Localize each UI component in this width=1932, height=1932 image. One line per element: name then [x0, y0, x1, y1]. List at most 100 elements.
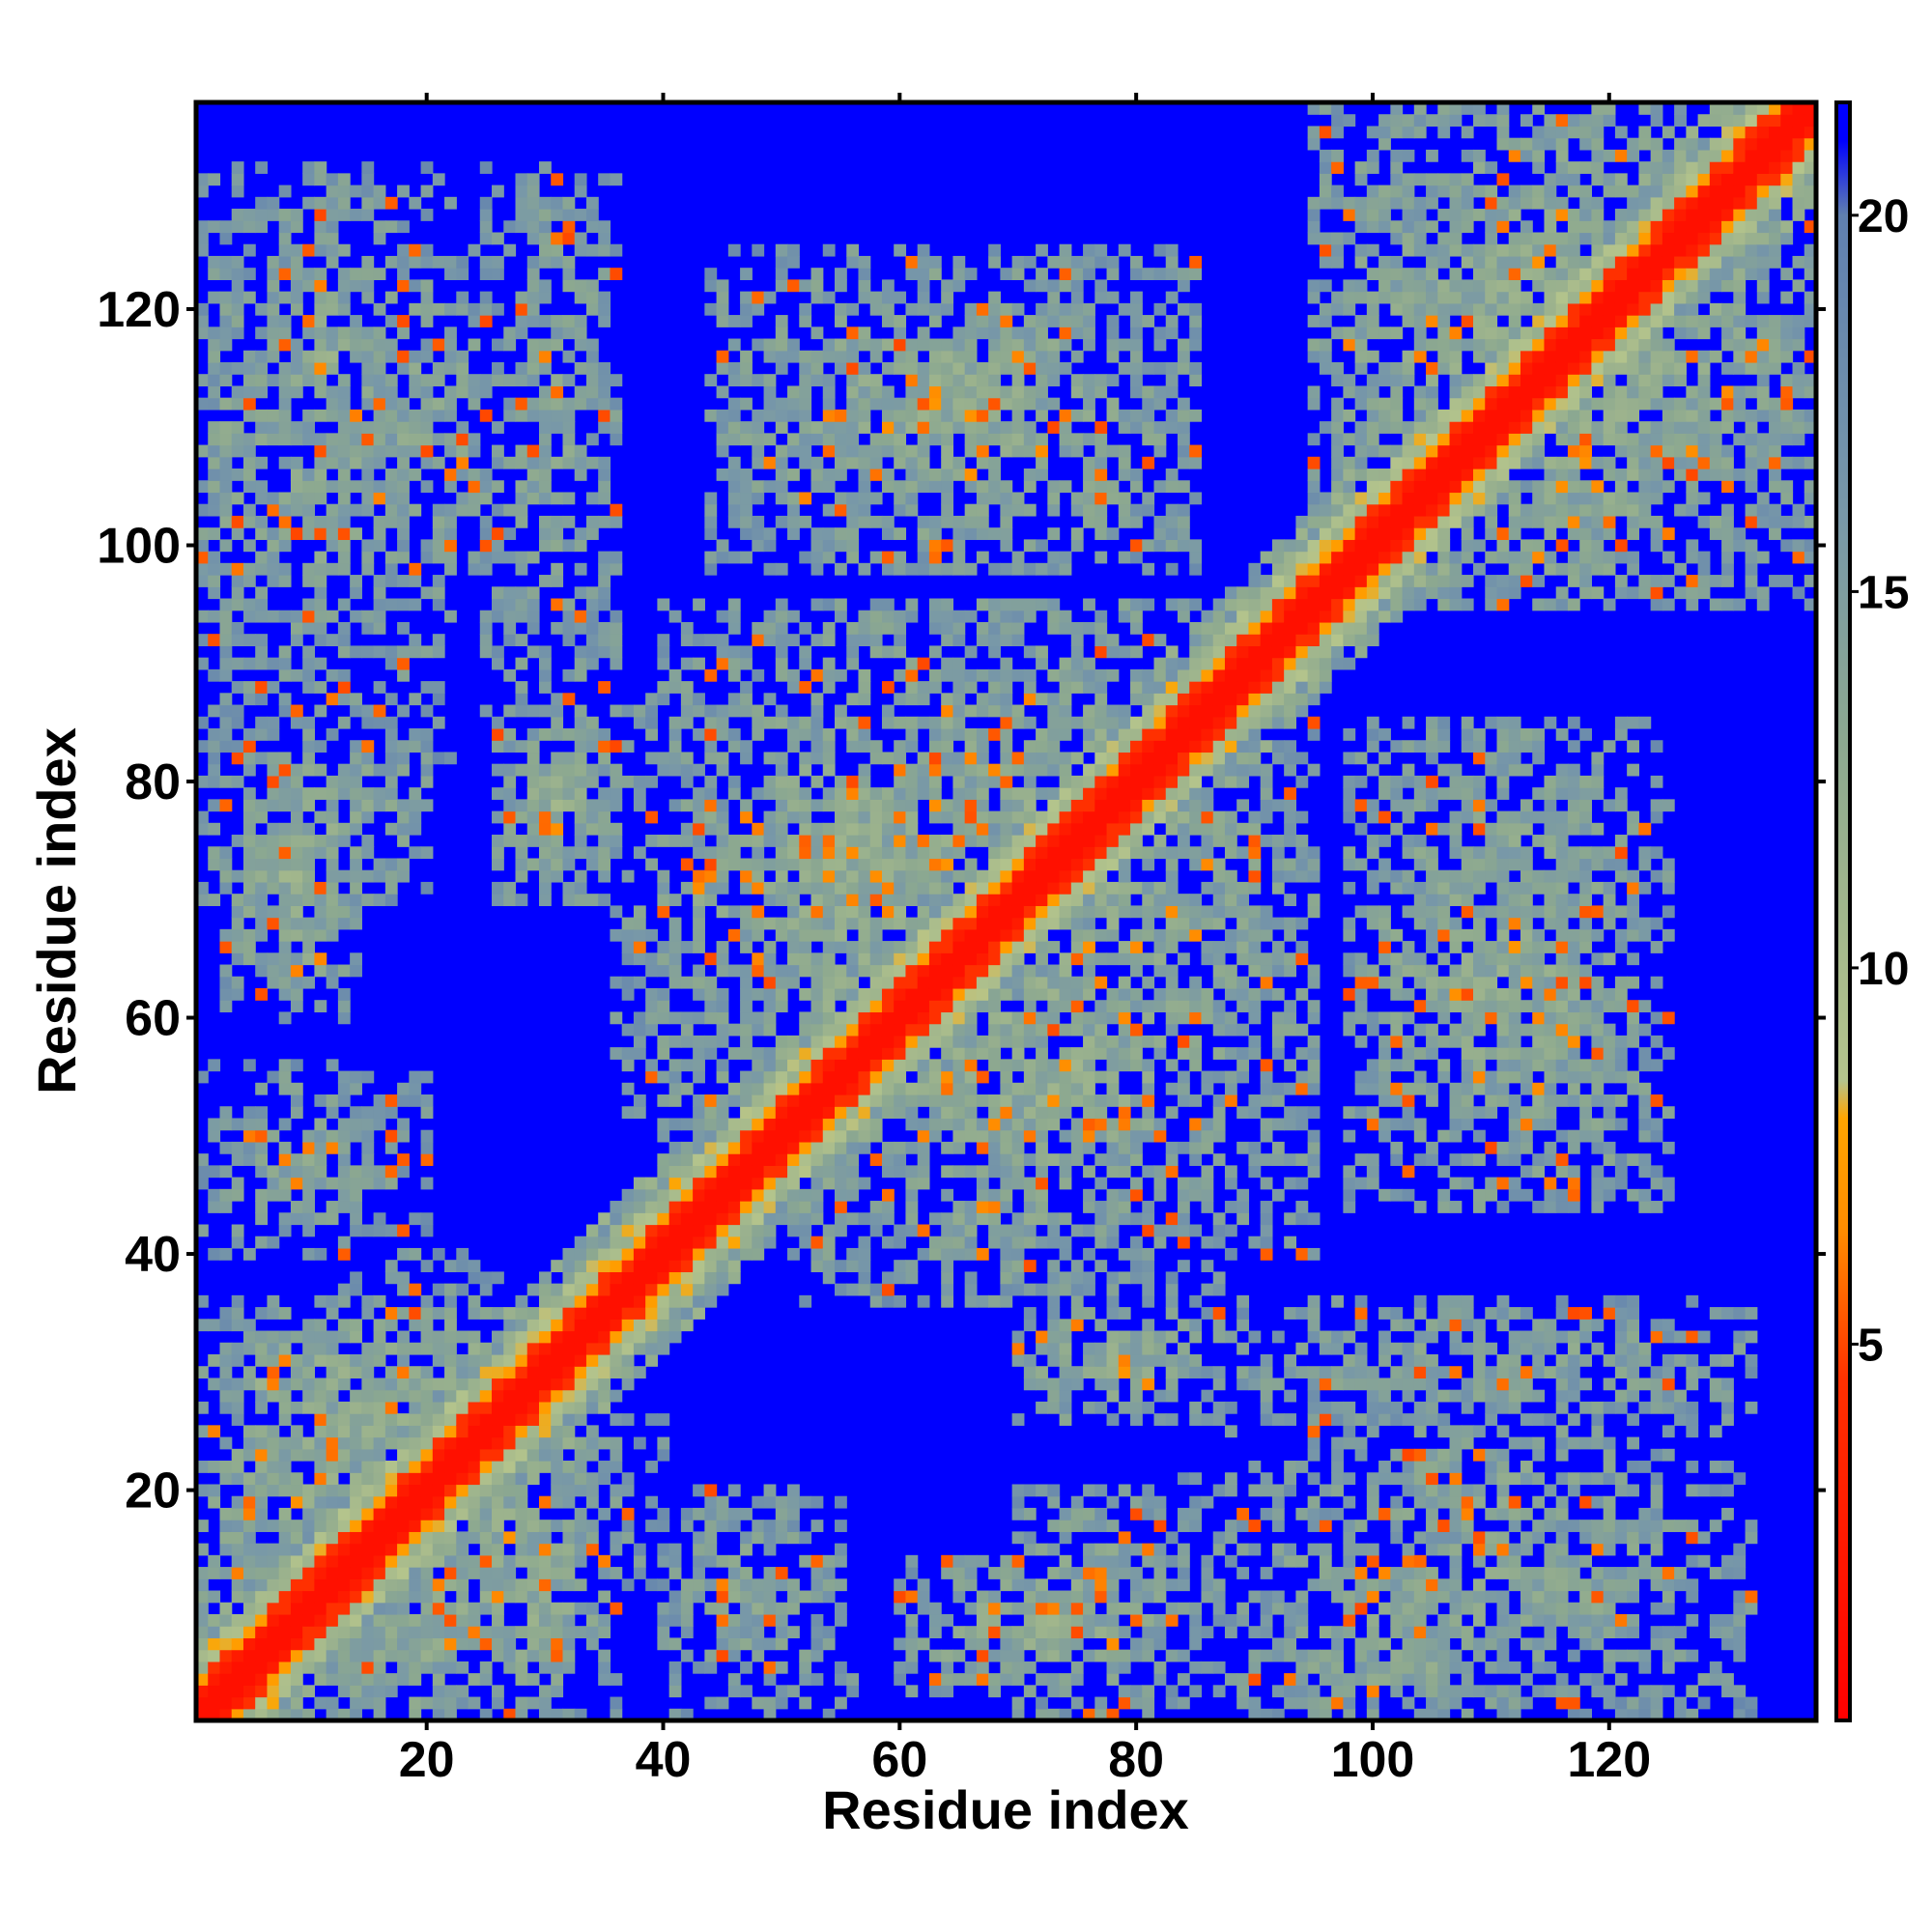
heatmap-cell	[727, 1236, 741, 1249]
heatmap-cell	[219, 1118, 233, 1131]
heatmap-cell	[881, 621, 895, 635]
heatmap-cell	[952, 775, 966, 788]
heatmap-cell	[242, 1554, 256, 1568]
heatmap-cell	[964, 1271, 978, 1285]
heatmap-cell	[905, 1177, 919, 1190]
heatmap-cell	[598, 645, 611, 659]
heatmap-cell	[693, 835, 705, 847]
heatmap-cell	[585, 1342, 599, 1355]
heatmap-cell	[598, 456, 611, 469]
heatmap-cell	[763, 1165, 777, 1179]
heatmap-cell	[905, 881, 919, 895]
heatmap-cell	[420, 243, 434, 257]
heatmap-cell	[242, 575, 256, 587]
heatmap-cell	[456, 1613, 469, 1627]
heatmap-cell	[208, 763, 221, 777]
heatmap-cell	[952, 1554, 966, 1568]
heatmap-cell	[196, 575, 209, 587]
heatmap-cell	[941, 1236, 954, 1249]
heatmap-cell	[869, 1106, 883, 1120]
heatmap-cell	[468, 1307, 481, 1320]
heatmap-cell	[645, 1212, 658, 1226]
heatmap-cell	[881, 799, 895, 812]
heatmap-cell	[267, 976, 280, 989]
heatmap-cell	[350, 1271, 362, 1285]
heatmap-cell	[1000, 397, 1013, 411]
heatmap-cell	[693, 1118, 705, 1131]
heatmap-cell	[468, 1366, 481, 1379]
heatmap-cell	[538, 881, 552, 895]
heatmap-cell	[196, 173, 209, 186]
heatmap-cell	[551, 1425, 564, 1438]
heatmap-cell	[1000, 598, 1013, 611]
heatmap-cell	[515, 185, 528, 198]
heatmap-cell	[302, 1366, 316, 1379]
heatmap-cell	[964, 1602, 978, 1615]
heatmap-cell	[976, 987, 989, 1001]
heatmap-cell	[621, 1059, 635, 1072]
heatmap-cell	[657, 1330, 670, 1344]
heatmap-cell	[633, 716, 646, 729]
heatmap-cell	[326, 1543, 339, 1556]
heatmap-cell	[835, 846, 847, 860]
heatmap-cell	[716, 763, 729, 777]
heatmap-cell	[598, 1554, 611, 1568]
heatmap-cell	[917, 374, 930, 387]
heatmap-cell	[397, 1461, 410, 1473]
heatmap-cell	[822, 1035, 836, 1048]
heatmap-cell	[444, 1472, 457, 1486]
heatmap-cell	[598, 1472, 611, 1486]
heatmap-cell	[917, 763, 930, 777]
heatmap-cell	[409, 1283, 422, 1296]
heatmap-cell	[740, 1201, 753, 1213]
heatmap-cell	[763, 350, 777, 363]
heatmap-cell	[822, 1637, 836, 1651]
heatmap-cell	[397, 810, 410, 824]
heatmap-cell	[740, 1106, 753, 1120]
heatmap-cell	[420, 1294, 434, 1308]
heatmap-cell	[810, 551, 824, 564]
heatmap-cell	[574, 763, 587, 777]
heatmap-cell	[964, 1637, 978, 1651]
heatmap-cell	[526, 551, 540, 564]
heatmap-cell	[361, 1342, 375, 1355]
heatmap-cell	[988, 668, 1001, 682]
heatmap-cell	[574, 740, 587, 753]
heatmap-cell	[846, 1141, 860, 1154]
heatmap-cell	[657, 1129, 670, 1143]
heatmap-cell	[716, 810, 729, 824]
heatmap-cell	[397, 1307, 410, 1320]
heatmap-cell	[196, 1177, 209, 1190]
heatmap-cell	[822, 727, 836, 741]
heatmap-cell	[574, 1472, 587, 1486]
heatmap-cell	[988, 1685, 1001, 1698]
heatmap-cell	[775, 1520, 788, 1532]
heatmap-cell	[456, 1461, 469, 1473]
heatmap-cell	[350, 268, 362, 280]
heatmap-cell	[952, 515, 966, 528]
heatmap-cell	[242, 1484, 256, 1497]
heatmap-cell	[337, 1353, 351, 1367]
heatmap-cell	[1011, 562, 1025, 576]
heatmap-cell	[219, 302, 233, 316]
heatmap-cell	[337, 1000, 351, 1013]
heatmap-cell	[350, 503, 362, 517]
heatmap-cell	[444, 1626, 457, 1639]
heatmap-cell	[255, 928, 269, 942]
heatmap-cell	[964, 480, 978, 494]
heatmap-cell	[1011, 976, 1025, 989]
heatmap-cell	[822, 799, 836, 812]
heatmap-cell	[290, 1531, 303, 1545]
heatmap-cell	[538, 444, 552, 458]
heatmap-cell	[598, 1661, 611, 1674]
heatmap-cell	[657, 894, 670, 906]
heatmap-cell	[964, 397, 978, 411]
heatmap-cell	[740, 1011, 753, 1025]
heatmap-cell	[894, 421, 907, 434]
heatmap-cell	[905, 1165, 919, 1179]
heatmap-cell	[574, 1578, 587, 1592]
heatmap-cell	[917, 255, 930, 269]
heatmap-cell	[255, 858, 269, 871]
heatmap-cell	[255, 1307, 269, 1320]
